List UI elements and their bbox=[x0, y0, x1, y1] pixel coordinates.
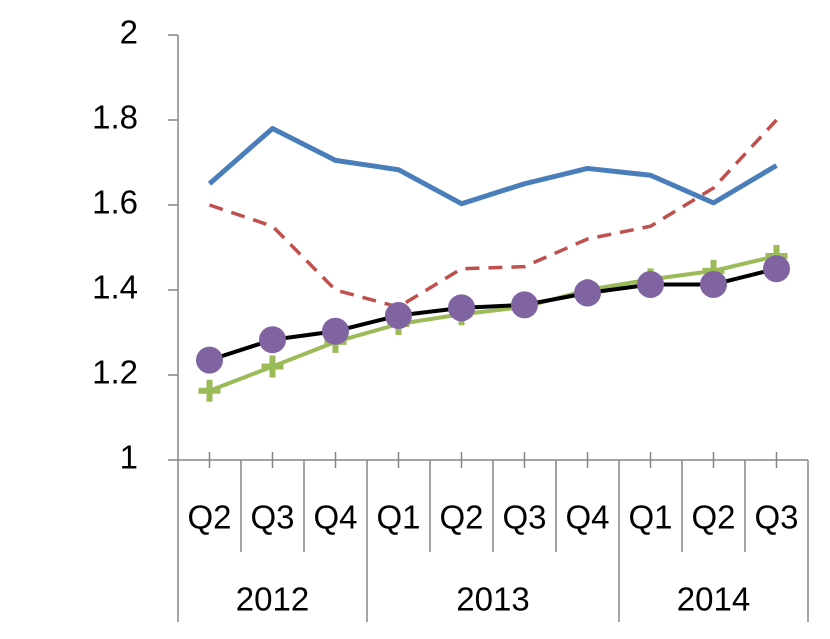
point-marker bbox=[637, 270, 664, 298]
y-tick-label: 1 bbox=[120, 439, 138, 476]
point-marker bbox=[385, 302, 412, 329]
x-tick-label: Q4 bbox=[565, 499, 609, 536]
x-group-label: 2012 bbox=[236, 581, 309, 618]
point-marker bbox=[700, 270, 727, 298]
point-marker bbox=[763, 255, 790, 283]
point-marker bbox=[198, 379, 221, 402]
x-tick-label: Q4 bbox=[313, 499, 357, 536]
point-marker bbox=[259, 326, 286, 354]
x-tick-label: Q2 bbox=[187, 499, 231, 536]
point-marker bbox=[322, 317, 349, 345]
x-tick-label: Q2 bbox=[691, 499, 735, 536]
x-group-label: 2013 bbox=[456, 581, 529, 618]
x-tick-label: Q3 bbox=[250, 499, 294, 536]
series-line bbox=[208, 266, 777, 363]
x-group-label: 2014 bbox=[677, 581, 750, 618]
x-tick-label: Q1 bbox=[376, 499, 420, 536]
y-tick-label: 1.4 bbox=[92, 269, 138, 306]
point-marker bbox=[196, 346, 223, 374]
series-line bbox=[208, 118, 778, 309]
y-tick-label: 1.8 bbox=[92, 99, 138, 136]
point-marker bbox=[448, 294, 475, 322]
x-tick-label: Q3 bbox=[502, 499, 546, 536]
y-tick-label: 1.6 bbox=[92, 184, 138, 221]
point-marker bbox=[261, 355, 284, 378]
series-line bbox=[207, 126, 778, 207]
x-tick-label: Q1 bbox=[628, 499, 672, 536]
x-tick-label: Q3 bbox=[754, 499, 798, 536]
point-marker bbox=[574, 279, 601, 307]
series-line bbox=[208, 254, 777, 393]
y-tick-label: 1.2 bbox=[92, 354, 138, 391]
x-tick-label: Q2 bbox=[439, 499, 483, 536]
point-marker bbox=[511, 291, 538, 319]
y-tick-label: 2 bbox=[120, 14, 138, 51]
